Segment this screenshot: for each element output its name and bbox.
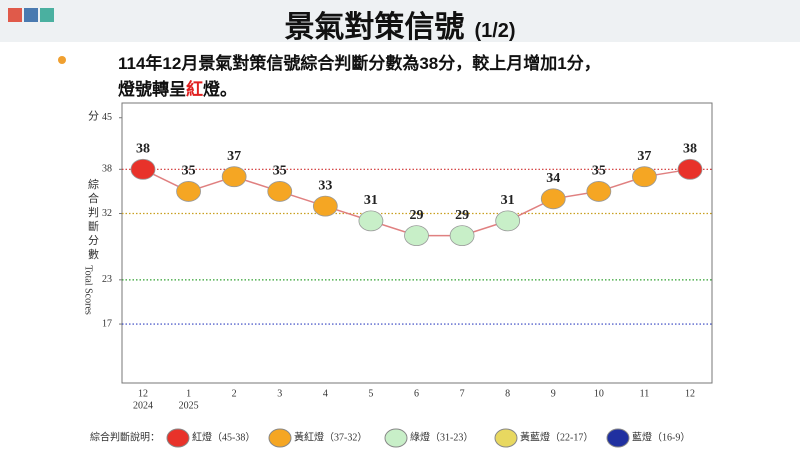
deco bbox=[8, 8, 22, 22]
legend-label: 綠燈（31-23） bbox=[410, 431, 473, 443]
y-unit: 分 bbox=[88, 110, 99, 123]
x-tick-label: 3 bbox=[277, 388, 282, 399]
slide-title: 景氣對策信號 (1/2) bbox=[0, 2, 800, 46]
x-tick-label: 4 bbox=[323, 388, 328, 399]
deco bbox=[40, 8, 54, 22]
x-tick-label: 7 bbox=[460, 388, 465, 399]
x-tick-label: 11 bbox=[640, 388, 650, 399]
data-label: 35 bbox=[182, 164, 196, 179]
bullet-text: 114年12月景氣對策信號綜合判斷分數為38分，較上月增加1分， bbox=[118, 54, 601, 73]
y-tick-label: 23 bbox=[102, 274, 112, 285]
data-label: 38 bbox=[136, 142, 150, 157]
legend-label: 黃藍燈（22-17） bbox=[520, 430, 593, 443]
top-bar bbox=[0, 0, 800, 42]
legend-label: 藍燈（16-9） bbox=[632, 430, 690, 443]
point bbox=[358, 210, 384, 232]
data-label: 31 bbox=[364, 193, 378, 208]
x-tick-label: 2 bbox=[232, 388, 237, 399]
data-label: 29 bbox=[455, 208, 469, 223]
point bbox=[632, 166, 657, 188]
data-label: 34 bbox=[546, 171, 560, 186]
data-label: 35 bbox=[592, 164, 606, 179]
x-tick-label: 5 bbox=[368, 388, 373, 399]
y-label: 綜合判斷分數 bbox=[88, 177, 99, 261]
x-year-label: 2024 bbox=[133, 400, 153, 411]
y-tick-label: 45 bbox=[102, 112, 112, 123]
x-tick-label: 12 bbox=[685, 388, 695, 399]
x-tick-label: 6 bbox=[414, 388, 419, 399]
x-tick-label: 1 bbox=[186, 388, 191, 399]
point bbox=[404, 225, 429, 247]
bullet-text: 燈號轉呈紅燈。 bbox=[118, 75, 237, 100]
x-tick-label: 8 bbox=[505, 388, 510, 399]
bullet bbox=[58, 56, 66, 64]
legend-marker bbox=[268, 428, 292, 448]
point bbox=[221, 166, 247, 188]
highlight: 紅 bbox=[186, 80, 203, 99]
title-text: 景氣對策信號 bbox=[284, 11, 465, 44]
y-tick-label: 38 bbox=[102, 164, 112, 175]
point bbox=[176, 181, 201, 202]
point bbox=[449, 225, 475, 247]
point bbox=[267, 181, 293, 202]
page-number: (1/2) bbox=[474, 20, 516, 42]
plot-frame bbox=[121, 102, 713, 384]
point bbox=[677, 158, 703, 180]
y-tick-label: 17 bbox=[102, 318, 112, 329]
data-label: 33 bbox=[318, 178, 332, 193]
legend-marker bbox=[384, 428, 408, 448]
data-label: 35 bbox=[273, 164, 287, 179]
point bbox=[586, 181, 612, 202]
data-label: 38 bbox=[683, 142, 697, 157]
y-tick-label: 32 bbox=[102, 208, 112, 219]
data-label: 37 bbox=[227, 149, 241, 164]
x-tick-label: 10 bbox=[594, 388, 604, 399]
deco bbox=[24, 8, 38, 22]
legend-marker bbox=[166, 428, 190, 448]
point bbox=[495, 210, 521, 232]
point bbox=[540, 188, 566, 210]
x-year-label: 2025 bbox=[179, 400, 199, 411]
point bbox=[130, 158, 156, 180]
y-label-en: Total Scores bbox=[83, 265, 94, 315]
data-label: 31 bbox=[501, 193, 515, 208]
x-tick-label: 12 bbox=[138, 388, 148, 399]
legend-title: 綜合判斷說明： bbox=[90, 430, 160, 443]
data-label: 29 bbox=[410, 208, 424, 223]
data-label: 37 bbox=[637, 149, 651, 164]
legend-label: 紅燈（45-38） bbox=[192, 431, 255, 443]
legend-label: 黃紅燈（37-32） bbox=[294, 430, 367, 443]
legend-marker bbox=[494, 428, 518, 448]
text: 燈號轉呈 bbox=[118, 80, 186, 99]
x-tick-label: 9 bbox=[551, 388, 556, 399]
text: 燈。 bbox=[203, 80, 237, 99]
legend-marker bbox=[606, 428, 630, 448]
point bbox=[312, 195, 338, 217]
